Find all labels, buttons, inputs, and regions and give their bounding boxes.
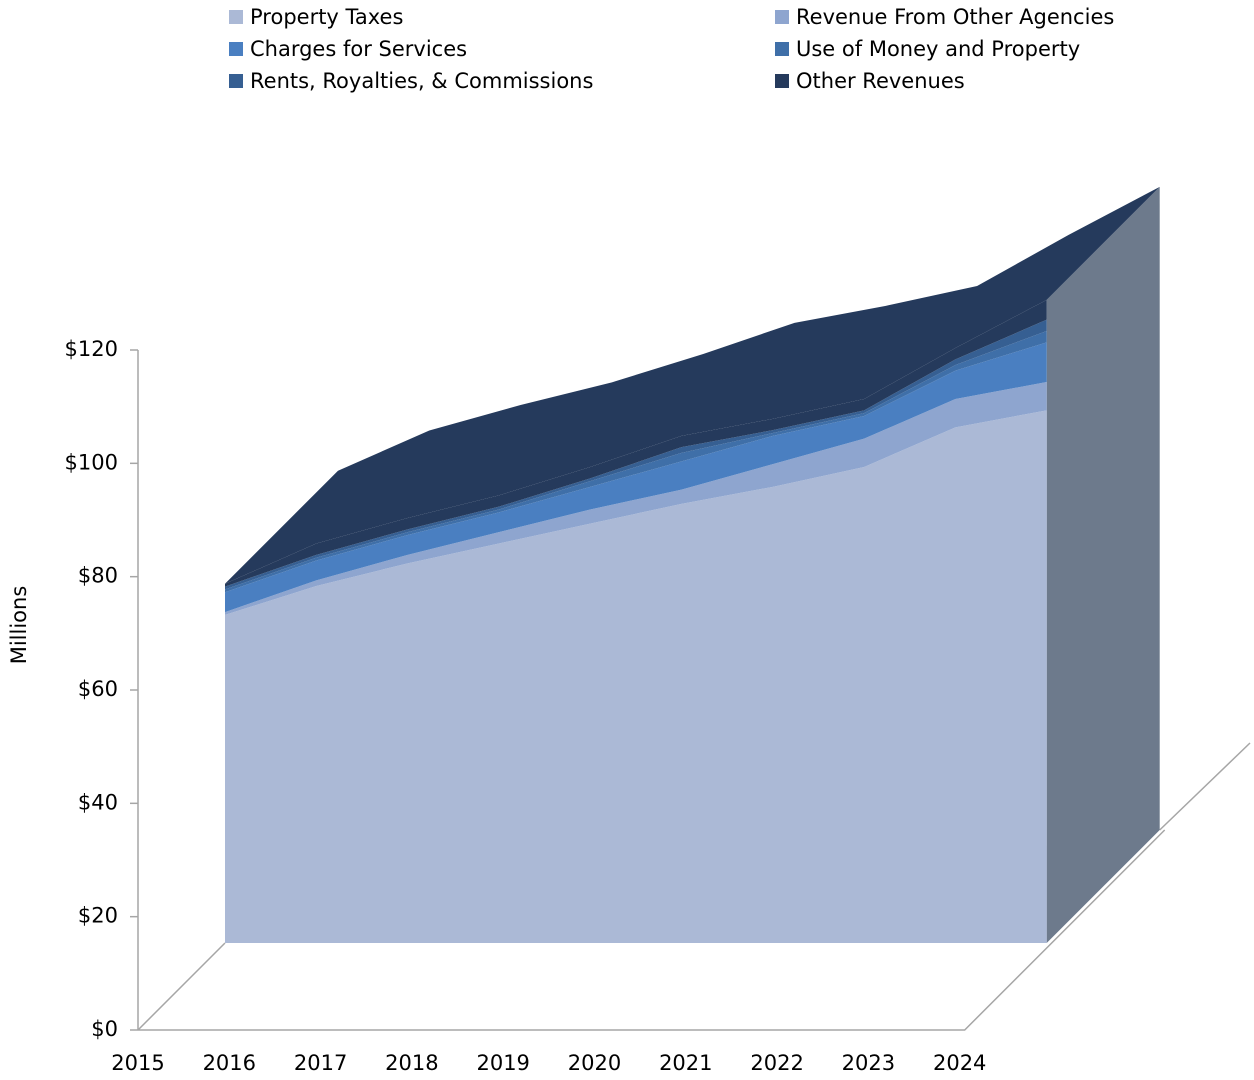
legend-label: Property Taxes [250,5,403,29]
legend-label: Use of Money and Property [796,37,1080,61]
x-tick-label: 2020 [568,1051,621,1075]
legend-swatch [229,42,243,56]
x-tick-label: 2023 [842,1051,895,1075]
y-tick-label: $120 [65,337,118,361]
legend-label: Revenue From Other Agencies [796,5,1114,29]
legend-swatch [775,42,789,56]
x-tick-label: 2021 [659,1051,712,1075]
floor-edge [1159,742,1251,831]
legend-swatch [775,74,789,88]
floor [137,829,1166,1031]
area [225,299,1047,587]
legend-swatch [229,74,243,88]
legend-label: Charges for Services [250,37,467,61]
x-tick-label: 2016 [203,1051,256,1075]
side-face [1046,186,1160,944]
y-tick-label: $100 [65,450,118,474]
x-tick-label: 2019 [476,1051,529,1075]
legend-label: Other Revenues [796,69,965,93]
x-tick-label: 2017 [294,1051,347,1075]
legend-label: Rents, Royalties, & Commissions [250,69,593,93]
legend-swatch [775,10,789,24]
y-axis-label: Millions [7,586,31,665]
top-surface [225,186,1160,584]
area [225,382,1047,615]
x-tick-label: 2022 [750,1051,803,1075]
x-tick-label: 2015 [111,1051,164,1075]
y-tick-label: $40 [78,790,118,814]
plot [225,186,1160,944]
y-tick-label: $80 [78,564,118,588]
y-tick-label: $0 [91,1017,118,1041]
x-tick-label: 2018 [385,1051,438,1075]
x-tick-label: 2024 [933,1051,986,1075]
y-tick-label: $60 [78,677,118,701]
legend-swatch [229,10,243,24]
area [225,331,1047,593]
area [225,342,1047,613]
area [225,410,1047,943]
y-tick-label: $20 [78,904,118,928]
